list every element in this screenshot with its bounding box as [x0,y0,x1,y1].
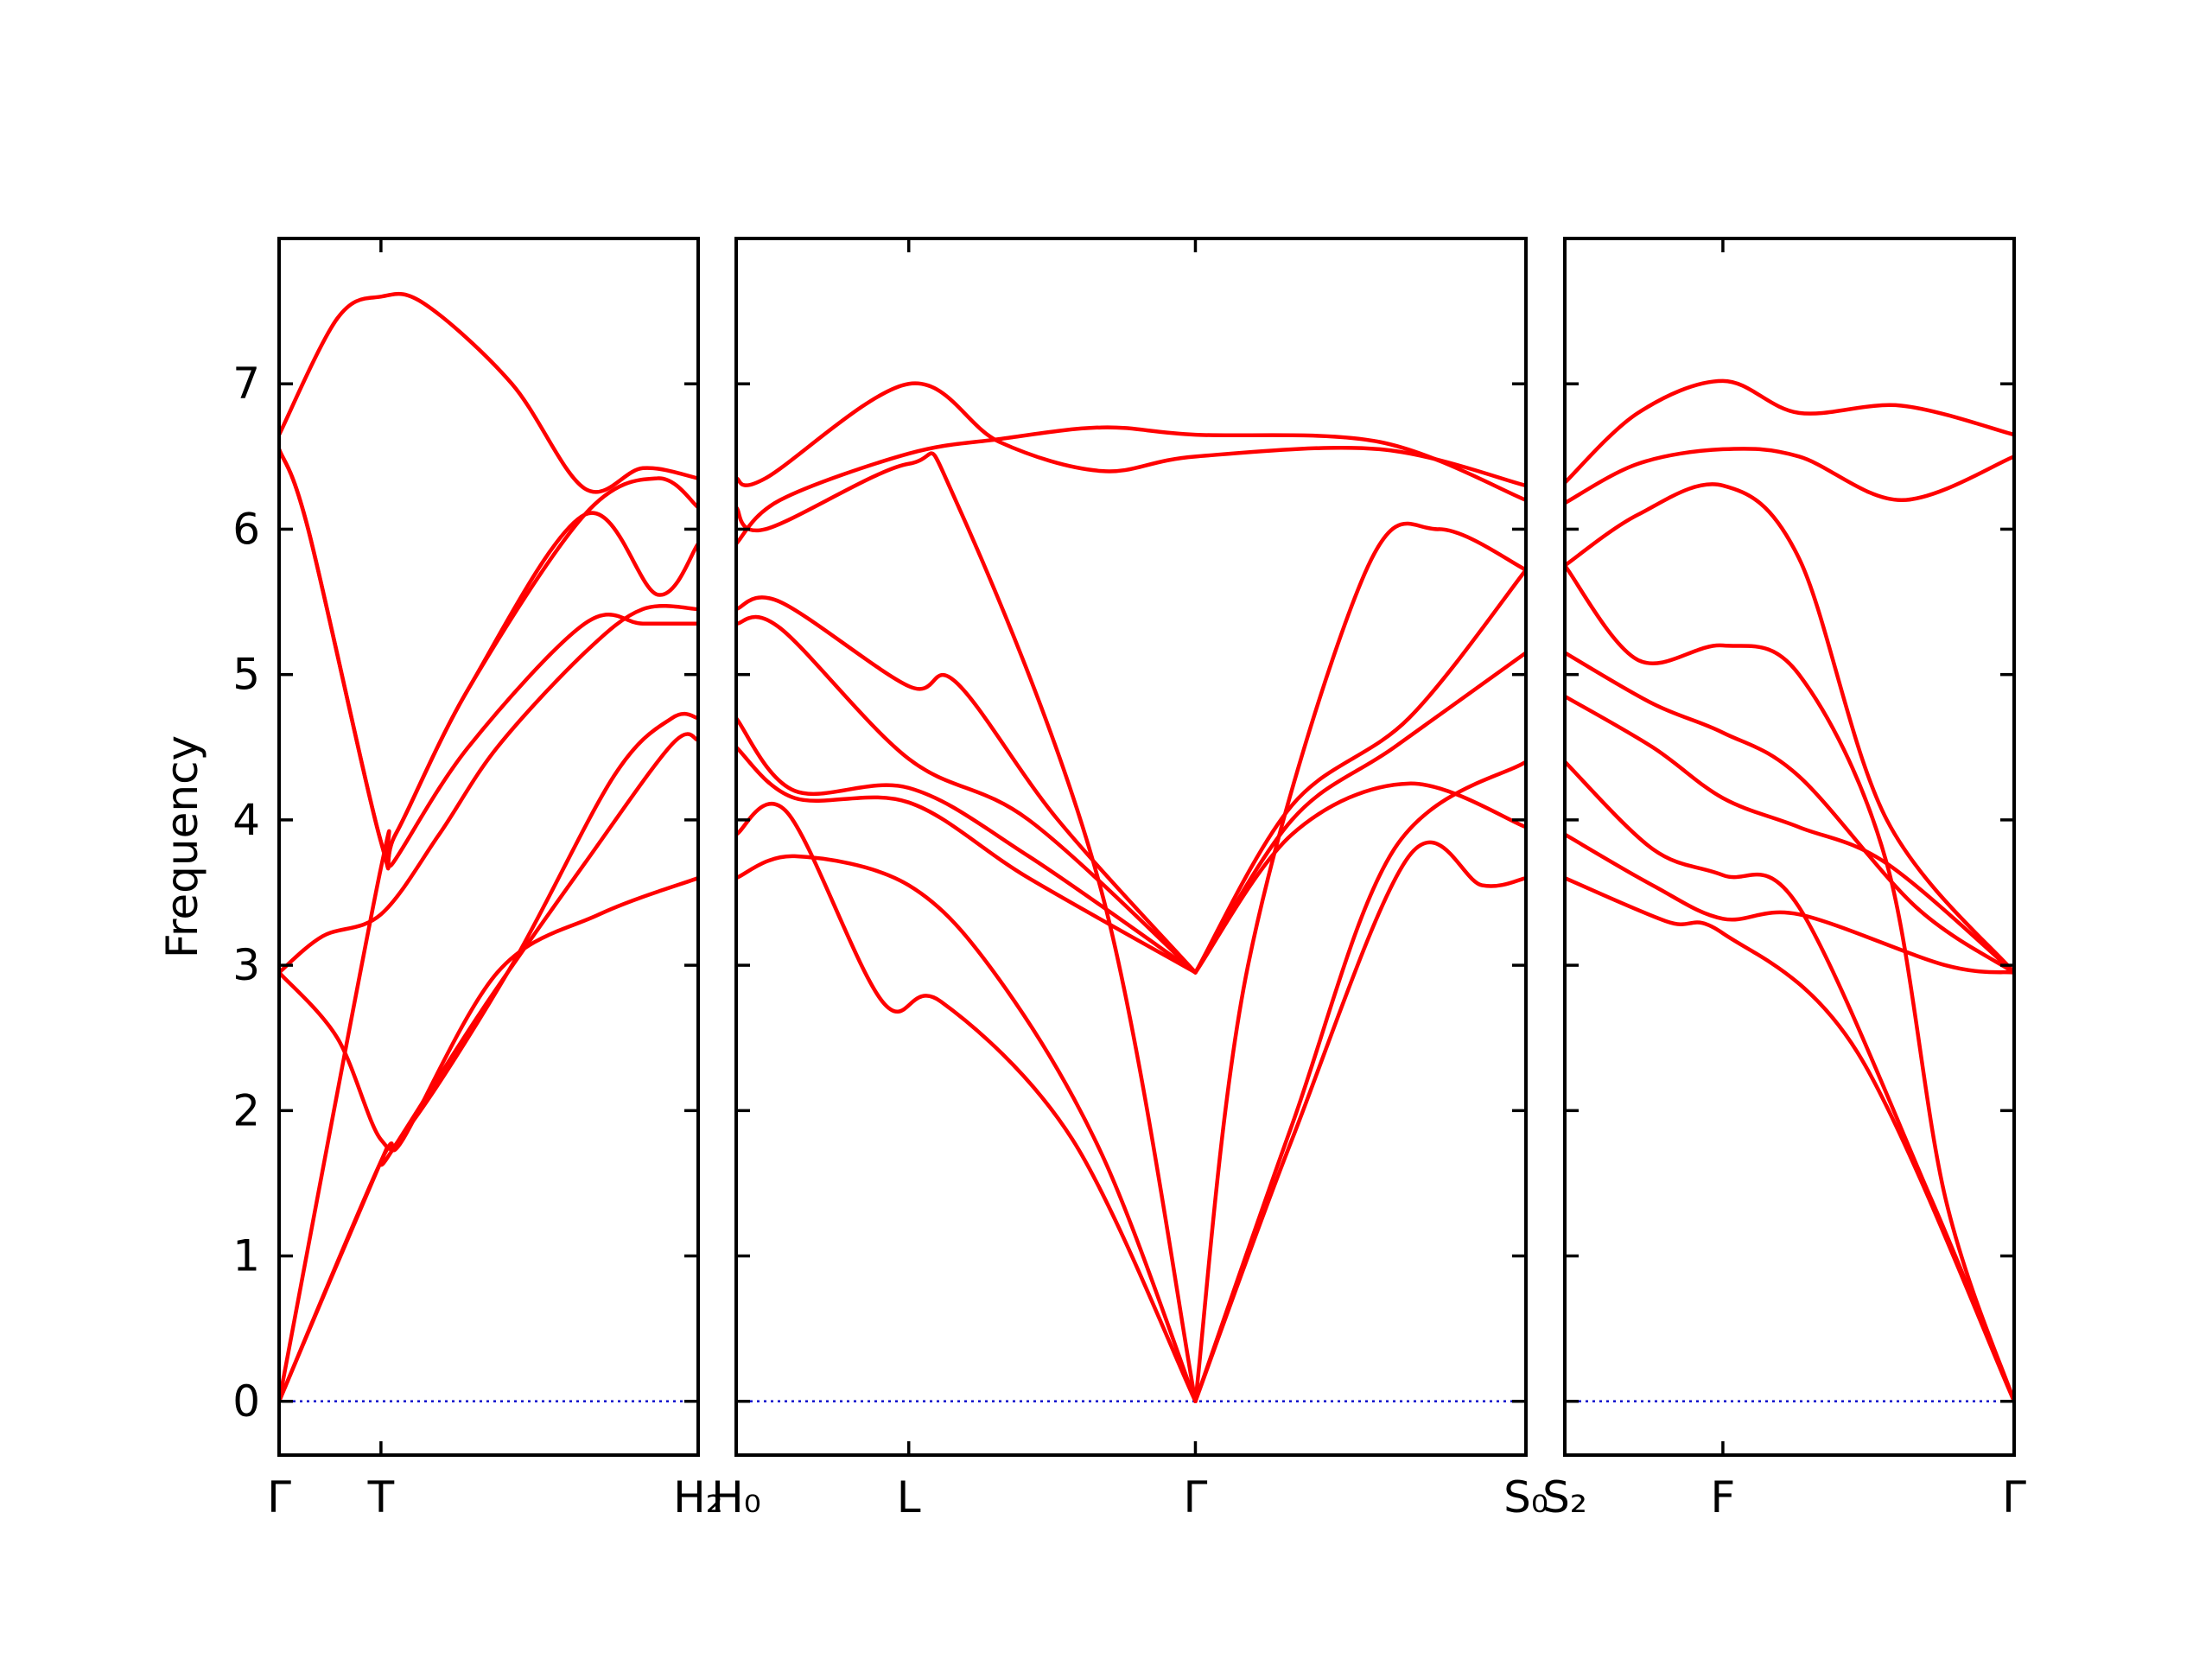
band-line-9 [736,381,1526,488]
band-line-10 [1193,840,1526,1404]
band-line-4 [1565,694,2014,975]
x-tick-label: H₂ [673,1472,723,1522]
band-line-4 [279,711,698,1152]
band-line-5 [279,603,698,975]
band-line-2 [736,802,1198,1404]
band-line-13 [1193,651,1526,975]
y-tick-label: 4 [232,795,260,845]
y-tick-label: 6 [232,504,260,554]
band-line-1 [736,854,1198,1404]
bands [1565,378,2014,1404]
y-axis-label: Frequency [157,735,207,958]
y-tick-label: 1 [232,1231,260,1281]
panel-frame [734,237,1528,1457]
band-line-15 [1193,521,1526,1404]
band-line-3 [736,745,1198,975]
band-line-14 [1193,568,1526,975]
band-line-3 [1565,760,2014,1404]
x-tick-label: L [897,1472,921,1522]
x-tick-label: Γ [267,1472,291,1522]
band-line-2 [1565,832,2014,975]
y-tick-label: 5 [232,650,260,700]
band-line-6 [1565,563,2014,1404]
band-line-6 [736,595,1198,975]
panel-frame [277,237,700,1457]
x-tick-label: Γ [2002,1472,2026,1522]
x-tick-label: Γ [1184,1472,1208,1522]
band-line-9 [1565,378,2014,485]
band-line-7 [1565,482,2014,975]
panel-3: S₂ F Γ [1542,237,2026,1522]
x-tick-label: F [1711,1472,1736,1522]
x-tick-label: T [367,1472,395,1522]
x-tick-label: S₀ [1503,1472,1548,1522]
band-line-11 [1193,760,1526,1404]
band-line-8 [1565,447,2014,505]
x-tick-label: H₀ [711,1472,761,1522]
band-line-2 [279,875,698,1404]
x-tick-label: S₂ [1542,1472,1587,1522]
band-line-7 [279,447,698,871]
band-line-1 [1565,875,2014,1404]
band-line-5 [1565,651,2014,975]
band-line-7 [736,451,1198,1404]
panel-2: H₀ L Γ S₀ [711,237,1548,1522]
panel-frame [1563,237,2016,1457]
bands [279,291,698,1404]
panel-1: 0 1 2 3 4 5 6 7 Γ T H₂ [232,237,723,1522]
y-tick-label: 3 [232,940,260,990]
band-line-8 [736,425,1526,546]
bands [736,381,1526,1404]
band-line-8 [279,291,698,494]
band-line-3 [279,613,698,1404]
band-line-5 [736,614,1198,975]
y-tick-label: 2 [232,1085,260,1135]
y-tick-label: 0 [232,1376,260,1427]
y-tick-label: 7 [232,359,260,409]
